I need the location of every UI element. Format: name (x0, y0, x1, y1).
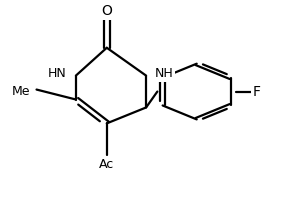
Text: NH: NH (155, 67, 174, 80)
Text: F: F (253, 85, 261, 99)
Text: HN: HN (48, 67, 67, 80)
Text: O: O (101, 4, 112, 18)
Text: Ac: Ac (99, 158, 114, 171)
Text: Me: Me (12, 85, 30, 98)
